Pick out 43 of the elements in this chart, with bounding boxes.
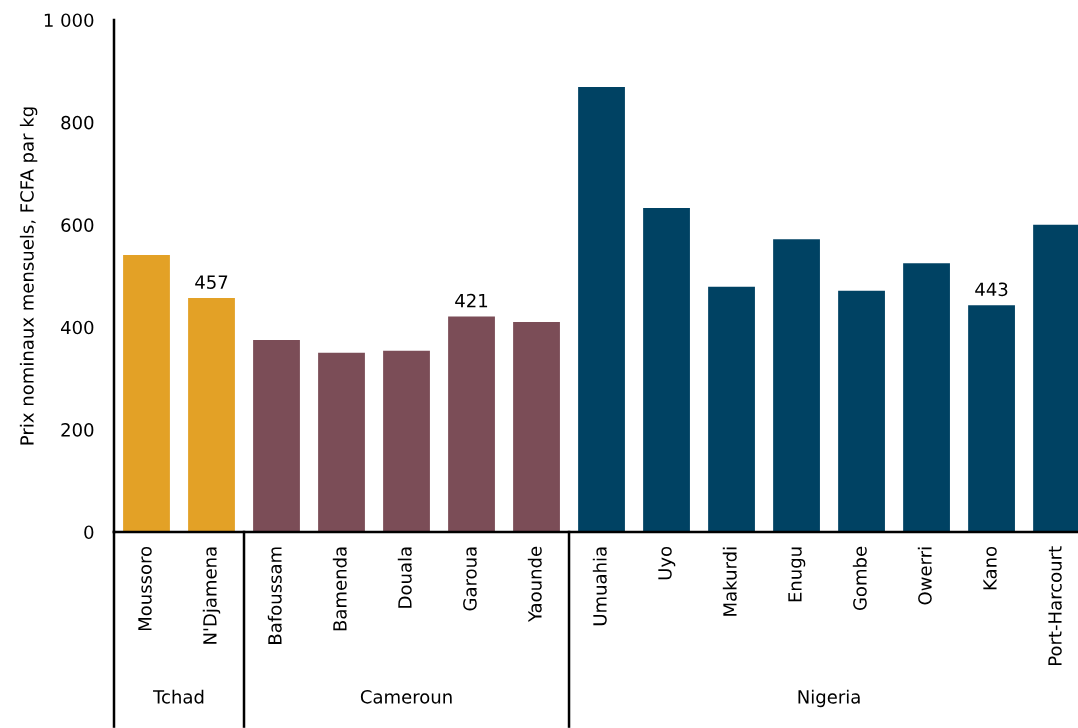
text: Cameroun [360,689,452,704]
x-tick-label: Umuahia [592,547,607,626]
bar [123,255,170,532]
x-tick-label: Port-Harcourt [1048,546,1062,665]
y-tick-label: 0 [84,525,94,540]
bar [383,350,430,532]
x-tick-label: Owerri [917,547,932,605]
x-tick-label: Enugu [788,547,806,602]
bar [643,207,690,532]
x-tick-label: Kano [983,546,997,590]
bar [838,290,885,532]
x-tick-label: Moussoro [138,546,152,631]
bar [968,305,1015,532]
y-tick-label: 200 [61,423,94,437]
bar [773,239,820,532]
x-tick-label: Douala [397,547,412,608]
text: Nigeria [798,689,860,708]
x-tick-label: Uyo [658,546,676,580]
x-tick-label: Gombe [852,546,867,611]
data-label: 421 [455,293,488,308]
y-axis-title: Prix nominaux mensuels, FCFA par kg [19,107,38,445]
y-tick-label: 800 [61,115,94,130]
bar [448,316,495,532]
text: Tchad [153,689,204,704]
x-tick-label: Makurdi [722,547,737,616]
x-tick-label: Garoua [463,547,477,611]
x-tick-label: Yaounde [527,546,542,623]
bar [188,298,235,532]
bar [708,286,755,532]
x-tick-label: Bafoussam [267,547,282,644]
y-tick-label: 600 [61,218,94,232]
bar [513,322,560,532]
bar [318,352,365,532]
bar [578,87,625,532]
data-label: 457 [195,275,228,289]
data-label: 443 [975,282,1008,297]
bar [1033,224,1078,532]
y-tick-label: 400 [60,320,94,335]
x-tick-label: N'Djamena [202,547,221,644]
y-tick-label: 1 000 [44,13,94,28]
bar [253,340,300,532]
bar [903,263,950,532]
x-tick-label: Bamenda [332,547,347,631]
